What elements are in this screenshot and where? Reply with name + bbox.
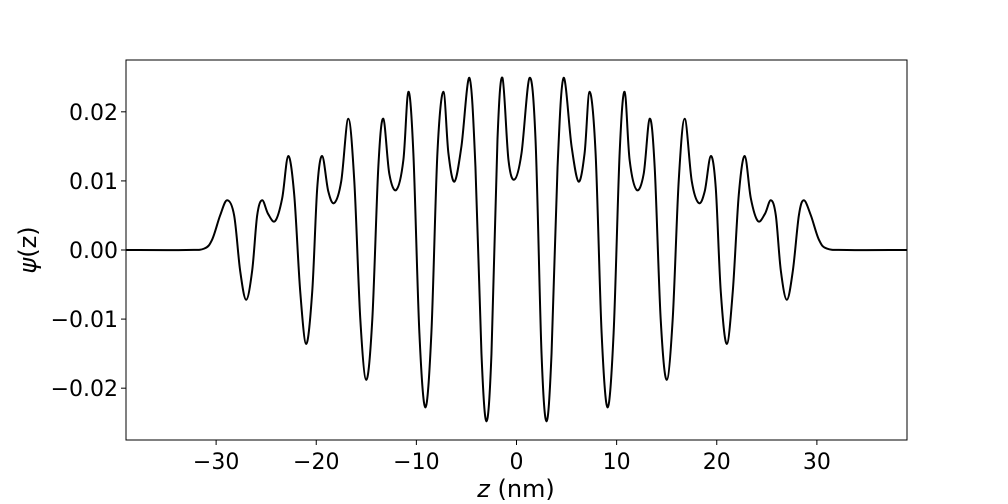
x-tick-label: −20 [293,450,339,475]
y-tick-label: −0.01 [51,308,118,333]
y-tick-label: 0.02 [69,101,118,126]
x-tick-label: 20 [703,450,731,475]
y-tick-label: 0.00 [69,239,118,264]
series-line-0 [126,76,907,423]
x-tick-label: 30 [803,450,831,475]
x-tick-label: 0 [510,450,524,475]
x-tick-label: 10 [603,450,631,475]
x-tick-label: −30 [193,450,239,475]
y-axis-ticks: 0.02 0.01 0.00 −0.01 −0.02 [51,101,126,402]
x-axis-label: z (nm) [476,475,555,503]
y-tick-label: −0.02 [51,377,118,402]
y-tick-label: 0.01 [69,170,118,195]
x-axis-ticks: −30 −20 −10 0 10 20 30 [193,440,831,475]
y-axis-label: ψ(z) [14,226,42,273]
x-tick-label: −10 [393,450,439,475]
